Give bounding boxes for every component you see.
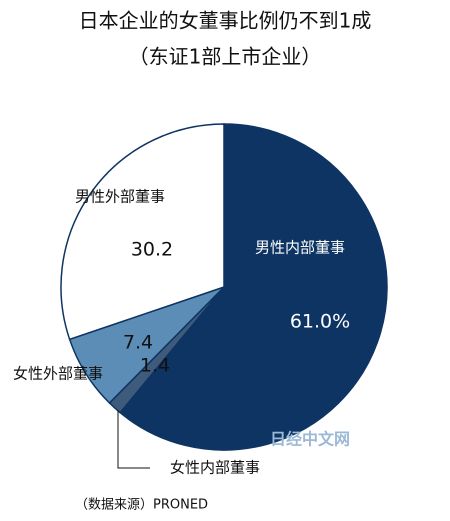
value-label: 1.4 [140,355,170,377]
leader-line [117,410,150,469]
category-label: 男性内部董事 [255,239,345,257]
category-label: 男性外部董事 [75,188,165,206]
category-label: 女性内部董事 [170,459,260,477]
pie [60,123,388,451]
pie-slice [119,123,388,451]
watermark: 日经中文网 [270,430,350,449]
value-label: 61.0% [290,311,350,333]
value-label: 7.4 [123,332,153,354]
chart-title: 日本企业的女董事比例仍不到1成 [79,9,372,33]
source-note: （数据来源）PRONED [75,498,208,513]
chart-subtitle: （东证1部上市企业） [129,45,322,69]
value-label: 30.2 [131,239,173,261]
category-label: 女性外部董事 [13,365,103,383]
pie-slice [60,123,225,341]
